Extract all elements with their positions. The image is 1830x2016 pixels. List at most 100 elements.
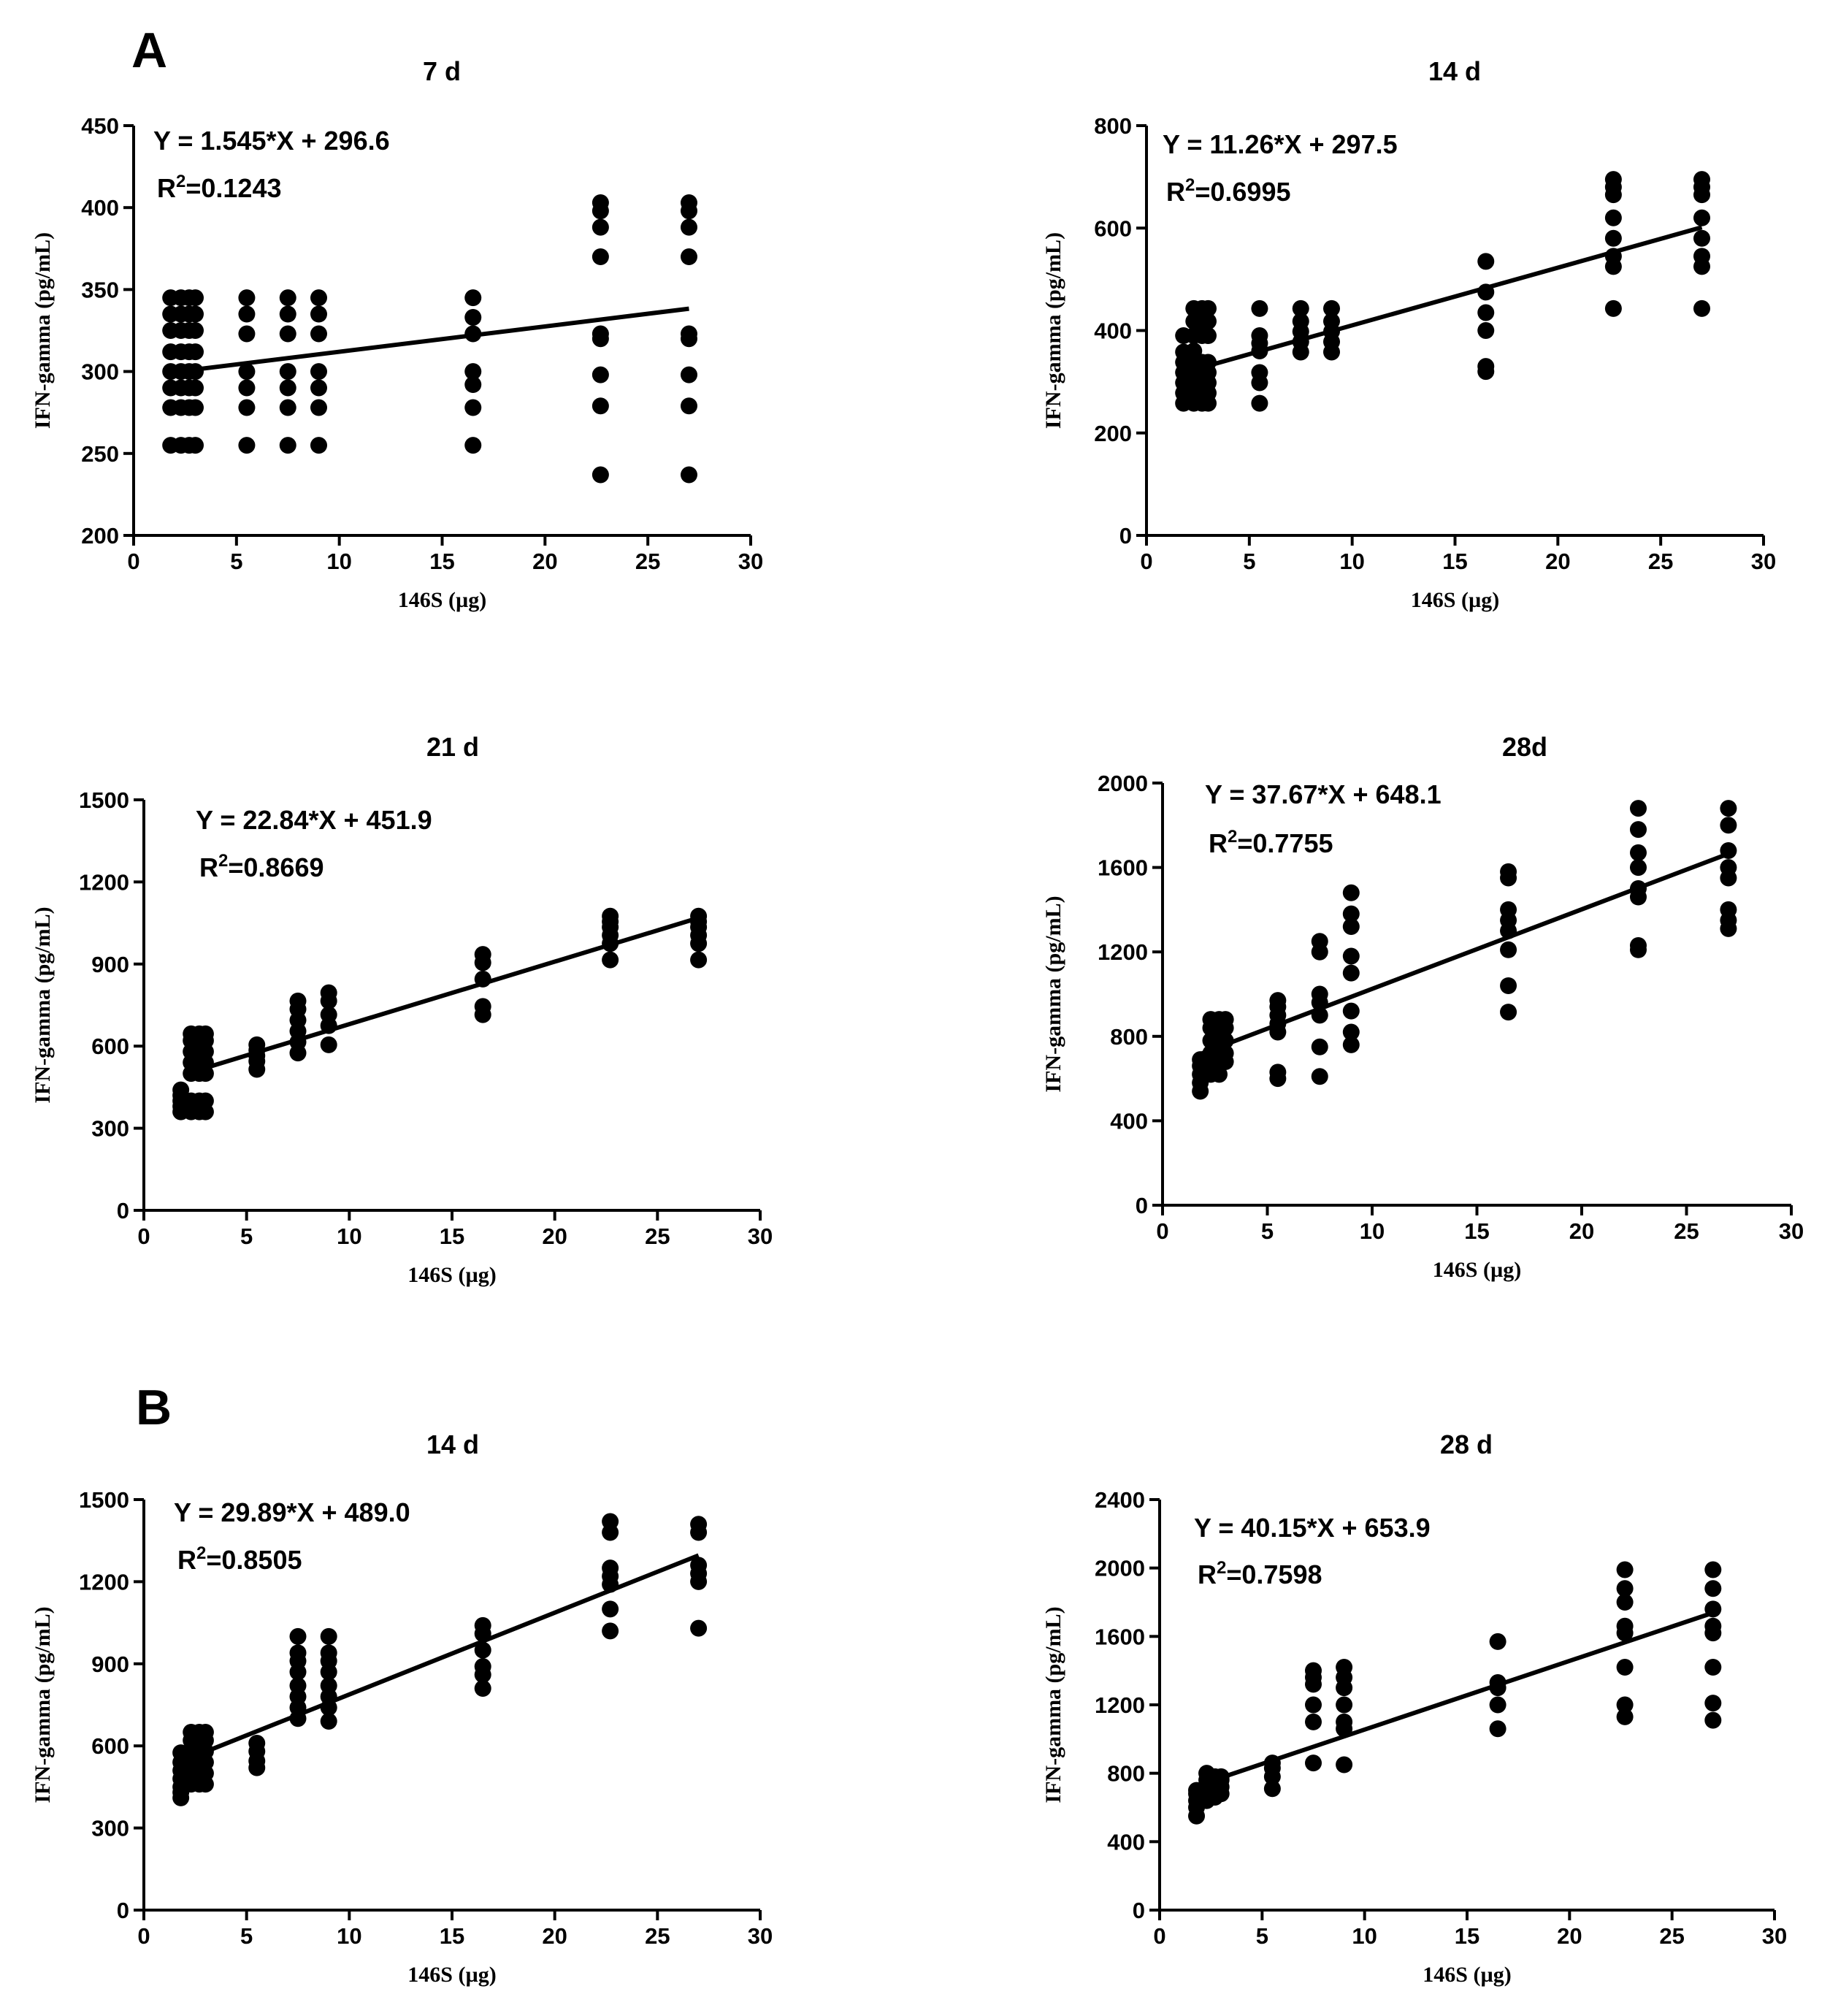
data-point (187, 437, 204, 454)
x-tick-label: 15 (429, 549, 454, 574)
y-tick-label: 600 (1094, 215, 1132, 241)
data-point (320, 1036, 337, 1053)
data-point (681, 397, 697, 415)
data-point (279, 437, 296, 454)
data-point (1489, 1720, 1507, 1738)
data-point (1500, 1004, 1517, 1021)
data-point (592, 194, 609, 211)
y-tick-label: 900 (91, 1652, 129, 1677)
r-squared-label: R2=0.7598 (1198, 1558, 1322, 1589)
regression-equation: Y = 29.89*X + 489.0 (174, 1497, 410, 1527)
data-point (681, 366, 697, 383)
regression-line (194, 1553, 700, 1758)
data-point (1292, 313, 1309, 330)
data-point (1477, 304, 1495, 321)
y-tick-label: 400 (1110, 1108, 1148, 1134)
data-point (474, 1641, 491, 1659)
y-tick-label: 0 (1119, 523, 1132, 549)
x-tick-label: 10 (1360, 1218, 1385, 1244)
data-point (1251, 394, 1268, 412)
x-tick-label: 5 (1261, 1218, 1274, 1244)
x-tick-label: 20 (532, 549, 557, 574)
data-point (1342, 1023, 1360, 1041)
data-point (1311, 985, 1328, 1003)
y-tick-label: 900 (91, 952, 129, 977)
data-point (1200, 313, 1217, 330)
data-point (690, 907, 708, 925)
data-point (681, 325, 697, 343)
x-tick-label: 25 (1648, 549, 1673, 574)
x-tick-label: 30 (1779, 1218, 1804, 1244)
chart-6: 28 d 0 5 10 15 20 25 30 0 400 800 1200 1600 2000 2400 1… (1041, 1429, 1787, 1987)
y-tick-label: 1600 (1098, 855, 1148, 881)
r-squared-superscript: 2 (1217, 1558, 1226, 1578)
x-axis-label: 146S (µg) (407, 1263, 496, 1287)
data-point (681, 218, 697, 236)
data-point (464, 399, 482, 416)
data-point (196, 1723, 214, 1741)
r-squared-superscript: 2 (196, 1543, 206, 1563)
regression-equation: Y = 1.545*X + 296.6 (153, 126, 390, 156)
x-tick-label: 20 (1545, 549, 1570, 574)
regression-equation: Y = 37.67*X + 648.1 (1205, 779, 1442, 809)
data-point (464, 437, 482, 454)
y-tick-label: 1500 (79, 787, 129, 813)
data-point (1629, 937, 1647, 955)
data-point (238, 289, 256, 307)
x-tick-label: 0 (1140, 549, 1152, 574)
data-point (1704, 1561, 1722, 1578)
r-squared-value: =0.6995 (1195, 177, 1290, 207)
y-axis-label: IFN-gamma (pg/mL) (1041, 232, 1065, 429)
data-point (279, 363, 296, 381)
data-point (681, 248, 697, 266)
x-tick-label: 20 (542, 1923, 567, 1949)
chart-4: 28d 0 5 10 15 20 25 30 0 400 800 1200 1600 2000 146S (… (1041, 732, 1804, 1282)
data-point (1305, 1713, 1322, 1730)
data-point (1720, 859, 1737, 877)
data-point (187, 322, 204, 339)
chart-title: 14 d (1428, 56, 1481, 86)
data-point (320, 1006, 337, 1023)
data-point (1311, 1068, 1328, 1085)
data-point (1336, 1696, 1353, 1714)
x-axis-label: 146S (µg) (1423, 1963, 1511, 1987)
data-point (602, 1559, 619, 1577)
data-point (1500, 941, 1517, 958)
data-point (1489, 1696, 1507, 1714)
r-squared-label: R2=0.7755 (1209, 827, 1333, 858)
data-point (196, 1025, 214, 1042)
regression-line (184, 915, 700, 1077)
y-axis-label: IFN-gamma (pg/mL) (1041, 896, 1065, 1092)
data-point (1305, 1755, 1322, 1772)
r-squared-superscript: 2 (1185, 175, 1195, 195)
data-point (1704, 1617, 1722, 1635)
data-point (1500, 977, 1517, 994)
x-tick-label: 30 (1762, 1923, 1787, 1949)
regression-equation: Y = 40.15*X + 653.9 (1194, 1513, 1431, 1543)
data-point (602, 951, 619, 969)
data-point (279, 305, 296, 323)
data-point (289, 1644, 307, 1662)
x-tick-label: 30 (748, 1923, 773, 1949)
r-squared-label: R2=0.1243 (157, 172, 282, 203)
y-tick-label: 800 (1110, 1024, 1148, 1050)
data-point (1604, 209, 1622, 226)
r-squared-value: =0.8669 (228, 852, 323, 882)
r-squared-prefix: R (157, 173, 176, 203)
y-axis-label: IFN-gamma (pg/mL) (31, 1606, 55, 1803)
y-tick-label: 0 (117, 1898, 129, 1923)
data-point (474, 1680, 491, 1698)
data-point (592, 397, 609, 415)
data-point (690, 1557, 708, 1574)
data-point (1720, 817, 1737, 834)
data-point (320, 1644, 337, 1662)
r-squared-prefix: R (1198, 1559, 1217, 1589)
data-point (1251, 364, 1268, 381)
data-point (602, 1600, 619, 1618)
data-point (1489, 1633, 1507, 1650)
data-point (1323, 299, 1340, 317)
data-point (1342, 1002, 1360, 1020)
data-point (187, 305, 204, 323)
